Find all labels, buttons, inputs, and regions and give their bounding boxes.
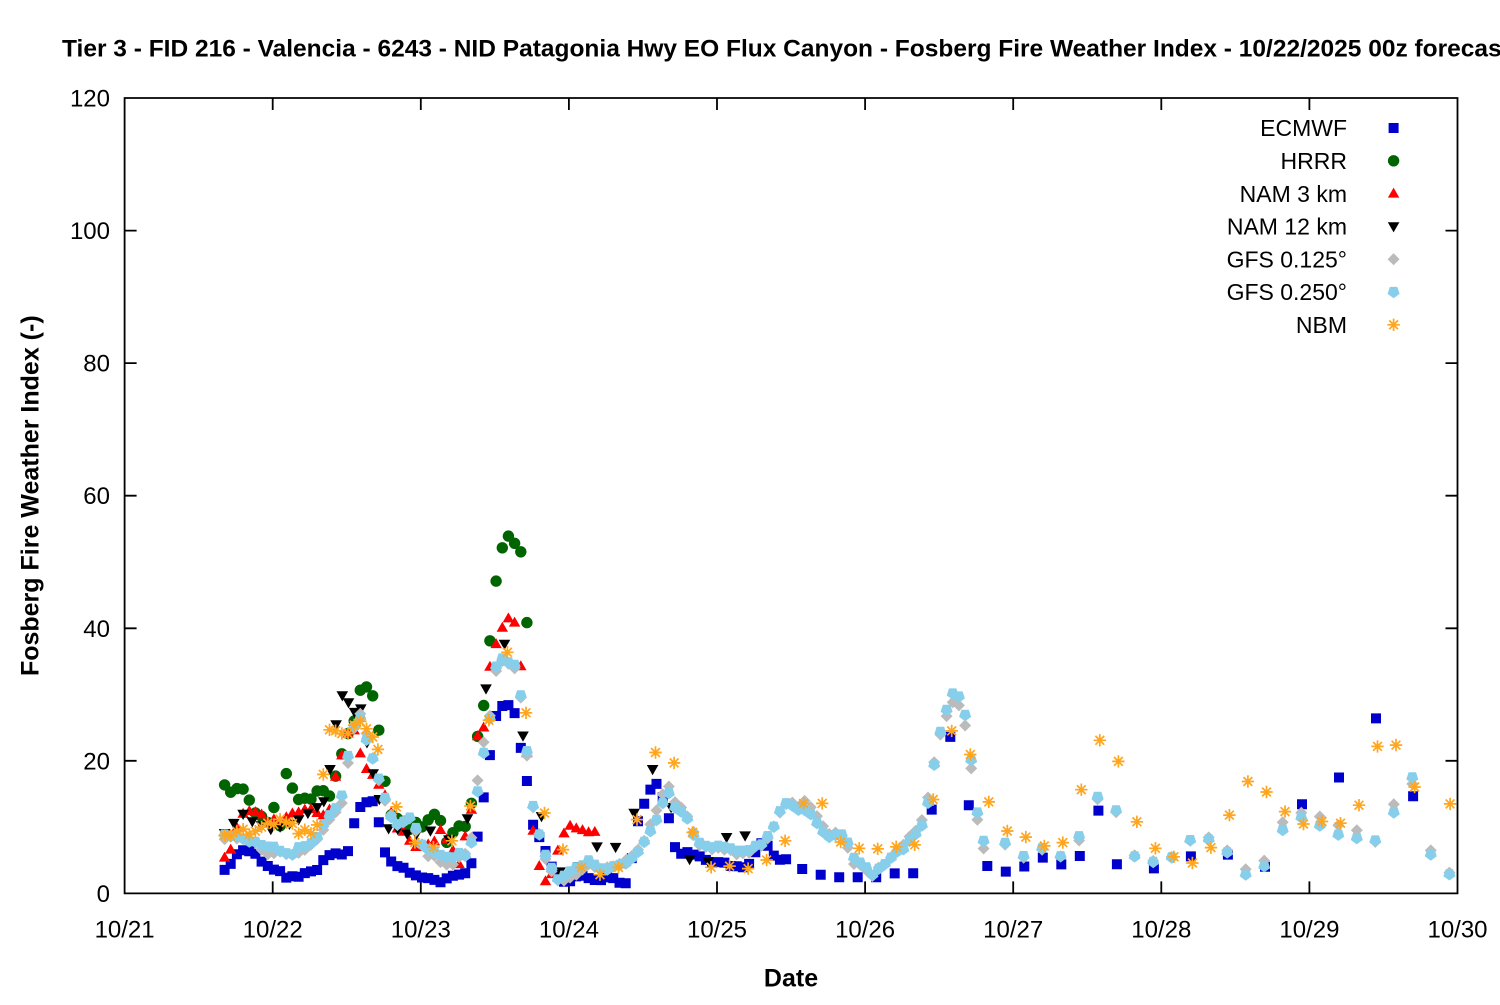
svg-text:10/25: 10/25 [687, 917, 747, 944]
svg-text:HRRR: HRRR [1281, 148, 1347, 174]
svg-text:0: 0 [97, 881, 110, 908]
svg-text:10/24: 10/24 [539, 917, 599, 944]
svg-text:120: 120 [70, 86, 110, 113]
svg-text:NAM 12 km: NAM 12 km [1227, 214, 1347, 240]
svg-text:NBM: NBM [1296, 312, 1347, 338]
svg-text:GFS 0.125°: GFS 0.125° [1227, 246, 1347, 272]
svg-text:10/27: 10/27 [983, 917, 1043, 944]
svg-text:20: 20 [83, 748, 110, 775]
svg-text:60: 60 [83, 483, 110, 510]
svg-text:10/21: 10/21 [95, 917, 155, 944]
svg-text:Tier 3 - FID 216 - Valencia -: Tier 3 - FID 216 - Valencia - 6243 - NID… [62, 36, 1500, 63]
svg-text:10/30: 10/30 [1427, 917, 1487, 944]
svg-text:40: 40 [83, 616, 110, 643]
svg-text:10/28: 10/28 [1131, 917, 1191, 944]
svg-text:ECMWF: ECMWF [1260, 115, 1347, 141]
svg-text:10/29: 10/29 [1279, 917, 1339, 944]
svg-text:NAM 3 km: NAM 3 km [1240, 181, 1347, 207]
svg-text:10/26: 10/26 [835, 917, 895, 944]
svg-text:80: 80 [83, 351, 110, 378]
svg-text:Fosberg Fire Weather Index (-): Fosberg Fire Weather Index (-) [17, 315, 45, 676]
svg-text:GFS 0.250°: GFS 0.250° [1227, 279, 1347, 305]
svg-text:100: 100 [70, 218, 110, 245]
svg-text:Date: Date [764, 965, 818, 993]
svg-text:10/22: 10/22 [243, 917, 303, 944]
svg-text:10/23: 10/23 [391, 917, 451, 944]
